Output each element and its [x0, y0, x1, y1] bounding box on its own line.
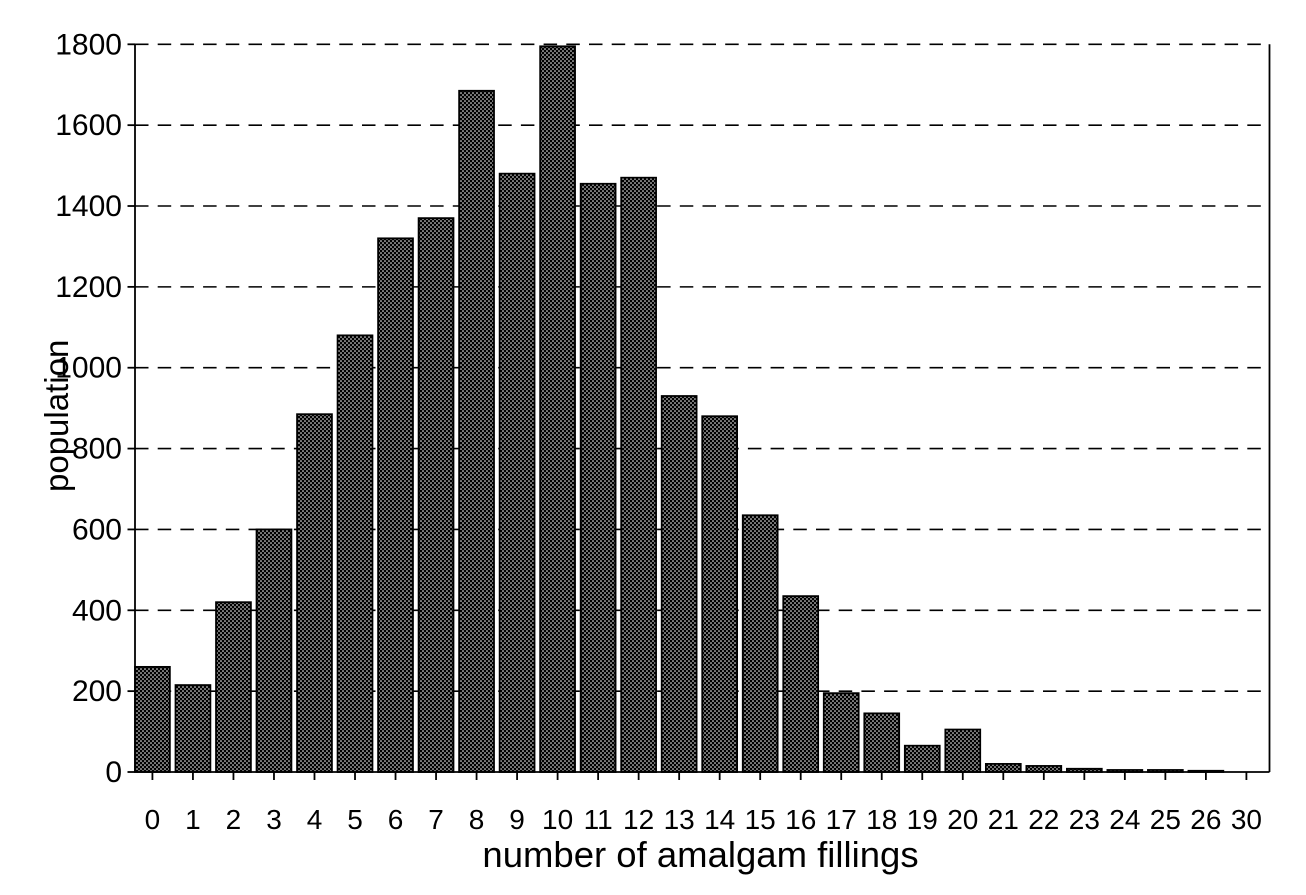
svg-text:1800: 1800: [55, 28, 122, 61]
svg-text:26: 26: [1190, 804, 1221, 835]
svg-text:800: 800: [72, 433, 122, 466]
svg-text:21: 21: [988, 804, 1019, 835]
svg-text:population: population: [38, 340, 75, 492]
svg-text:15: 15: [745, 804, 776, 835]
svg-text:16: 16: [785, 804, 816, 835]
svg-text:7: 7: [428, 804, 444, 835]
svg-text:1400: 1400: [55, 190, 122, 223]
svg-text:17: 17: [826, 804, 857, 835]
svg-text:30: 30: [1231, 804, 1262, 835]
svg-text:200: 200: [72, 675, 122, 708]
svg-text:20: 20: [947, 804, 978, 835]
svg-text:2: 2: [226, 804, 242, 835]
svg-text:22: 22: [1028, 804, 1059, 835]
svg-text:9: 9: [509, 804, 525, 835]
svg-text:1: 1: [185, 804, 201, 835]
svg-text:4: 4: [307, 804, 323, 835]
svg-text:24: 24: [1109, 804, 1140, 835]
svg-text:3: 3: [266, 804, 282, 835]
svg-text:0: 0: [145, 804, 161, 835]
svg-text:5: 5: [347, 804, 363, 835]
svg-text:400: 400: [72, 594, 122, 627]
svg-text:1600: 1600: [55, 109, 122, 142]
svg-text:11: 11: [584, 804, 613, 835]
svg-text:14: 14: [704, 804, 735, 835]
svg-text:13: 13: [664, 804, 695, 835]
svg-text:19: 19: [907, 804, 938, 835]
svg-text:12: 12: [623, 804, 654, 835]
svg-text:6: 6: [388, 804, 404, 835]
svg-text:1200: 1200: [55, 271, 122, 304]
svg-text:23: 23: [1069, 804, 1100, 835]
svg-text:18: 18: [866, 804, 897, 835]
svg-text:25: 25: [1150, 804, 1181, 835]
svg-text:600: 600: [72, 513, 122, 546]
svg-text:0: 0: [105, 756, 122, 789]
svg-text:10: 10: [542, 804, 573, 835]
svg-text:8: 8: [469, 804, 485, 835]
